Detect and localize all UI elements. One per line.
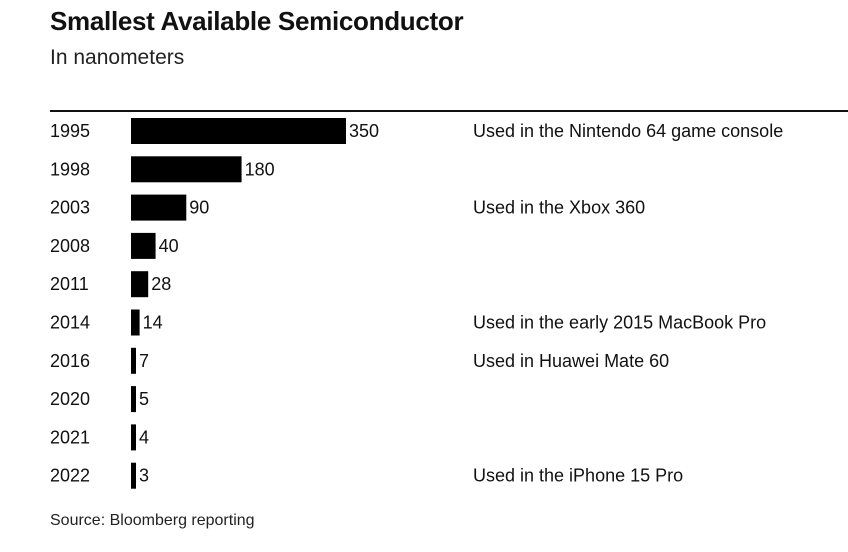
source-note: Source: Bloomberg reporting — [50, 512, 255, 529]
bar — [131, 156, 242, 183]
category-label: 2011 — [50, 274, 89, 294]
top-rule — [50, 110, 848, 112]
value-label: 28 — [151, 274, 171, 294]
bar — [131, 424, 136, 451]
bar-row: 2016 7 Used in Huawei Mate 60 — [50, 347, 669, 374]
chart-title: Smallest Available Semiconductor — [50, 6, 464, 36]
bar — [131, 347, 136, 374]
value-label: 3 — [139, 466, 149, 486]
bar — [131, 118, 346, 144]
bar-row: 2008 40 — [50, 232, 179, 259]
value-label: 40 — [159, 236, 179, 256]
bar — [131, 194, 187, 221]
bar-row: 2003 90 Used in the Xbox 360 — [50, 194, 645, 221]
category-label: 1998 — [50, 159, 90, 179]
value-label: 350 — [349, 121, 379, 141]
bar-row: 2011 28 — [50, 271, 171, 298]
annotation-label: Used in the iPhone 15 Pro — [473, 466, 683, 486]
category-label: 2020 — [50, 389, 90, 409]
bar — [131, 462, 136, 489]
bar-row: 2021 4 — [50, 424, 149, 451]
value-label: 90 — [189, 198, 209, 218]
category-label: 2022 — [50, 466, 90, 486]
bar — [131, 232, 156, 259]
value-label: 7 — [139, 351, 149, 371]
category-label: 2014 — [50, 313, 90, 333]
bar — [131, 271, 149, 298]
chart-subtitle: In nanometers — [50, 46, 185, 69]
value-label: 4 — [139, 427, 149, 447]
bar-row: 1998 180 — [50, 156, 275, 183]
annotation-label: Used in the Nintendo 64 game console — [473, 121, 783, 141]
bar-row: 2014 14 Used in the early 2015 MacBook Pro — [50, 309, 766, 336]
category-label: 2016 — [50, 351, 90, 371]
bar — [131, 386, 136, 413]
value-label: 180 — [245, 159, 275, 179]
category-label: 2003 — [50, 198, 90, 218]
value-label: 14 — [143, 313, 163, 333]
category-label: 2008 — [50, 236, 90, 256]
annotation-label: Used in Huawei Mate 60 — [473, 351, 669, 371]
annotation-label: Used in the Xbox 360 — [473, 198, 645, 218]
bar — [131, 309, 140, 336]
bar-row: 2022 3 Used in the iPhone 15 Pro — [50, 462, 683, 489]
category-label: 1995 — [50, 121, 90, 141]
value-label: 5 — [139, 389, 149, 409]
category-label: 2021 — [50, 427, 90, 447]
bar-row: 2020 5 — [50, 386, 149, 413]
bar-row: 1995 350 Used in the Nintendo 64 game cons… — [50, 118, 783, 144]
annotation-label: Used in the early 2015 MacBook Pro — [473, 313, 766, 333]
